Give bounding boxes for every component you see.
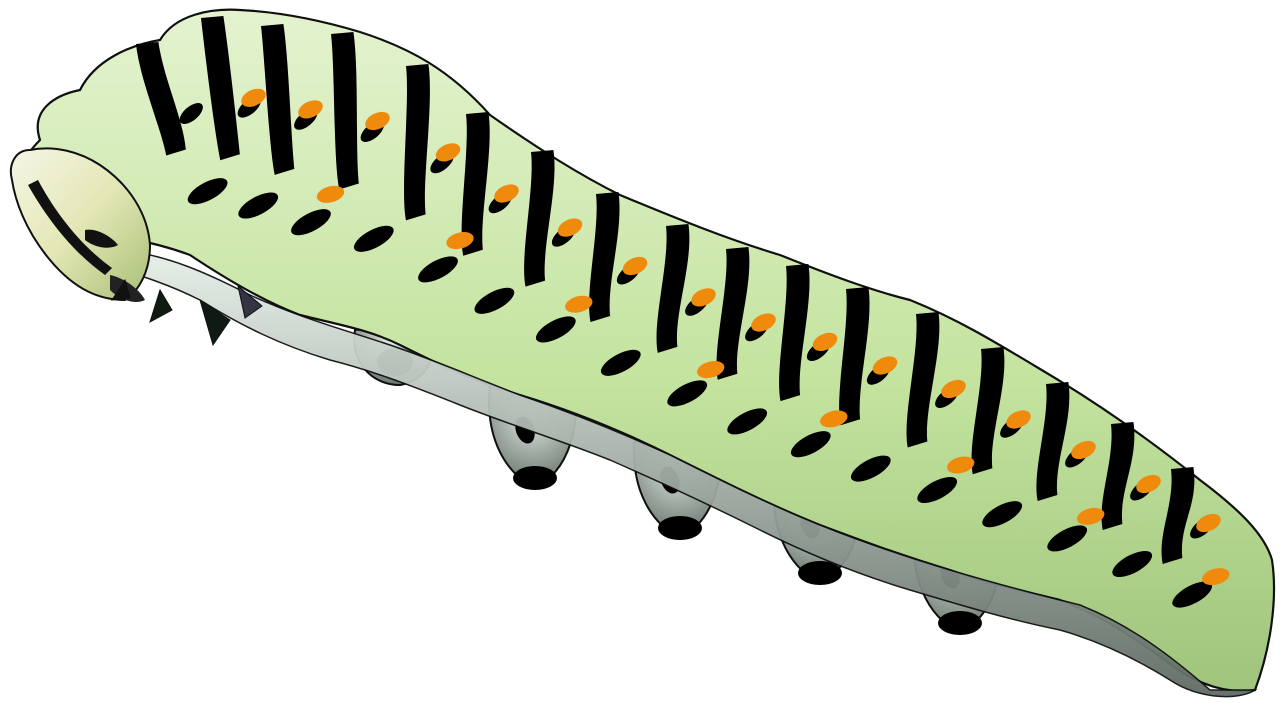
stripe-15 [1036,382,1070,501]
orange-spots-group [241,88,1230,586]
orange-spot-upper-5 [494,184,519,203]
lateral-blotch-15 [1047,525,1088,552]
lateral-blotch-1 [187,178,228,205]
proleg-foot-1 [513,466,557,490]
stripe-8 [589,192,620,322]
belly-band [119,249,1258,698]
orange-spot-lower-8 [697,361,725,379]
lateral-blotch-17 [1172,581,1213,608]
orange-spot-lower-4 [446,232,474,250]
lateral-blotch-8 [600,349,641,376]
orange-spot-upper-7 [622,256,648,276]
lateral-blotch-4 [353,225,394,252]
lateral-blotch-6 [474,287,515,314]
lateral-blotch-11 [790,431,831,458]
stripe-1 [136,42,186,156]
lateral-blotch-9 [667,380,708,407]
stripe-13 [906,312,940,448]
head-capsule [10,147,152,302]
proleg-foot-3 [798,561,842,585]
orange-spot-upper-10 [812,332,838,351]
orange-spot-upper-4 [435,143,461,162]
caterpillar-body [23,8,1276,698]
stripe-14 [971,347,1005,475]
body-silhouette [23,8,1276,692]
dorsal-dash-1 [179,103,203,124]
stripe-7 [524,150,555,287]
head-marking [28,180,112,275]
stripe-16 [1101,422,1135,530]
stripe-4 [331,32,359,190]
lateral-blotch-12 [850,455,891,482]
orange-spot-upper-14 [1071,440,1096,460]
orange-spot-upper-12 [941,379,966,399]
lateral-blotch-10 [727,408,768,435]
orange-spot-lower-6 [565,295,593,313]
lateral-blotch-13 [917,476,958,504]
orange-spot-lower-12 [947,456,975,474]
stripe-11 [779,264,810,402]
stripe-9 [656,224,690,353]
stripe-10 [716,247,750,380]
stripe-12 [839,287,870,426]
lateral-blotch-14 [982,501,1023,528]
stripe-5 [404,64,430,221]
lateral-blotch-3 [291,209,331,236]
proleg-foot-4 [938,611,982,635]
stripe-17 [1161,467,1195,564]
lateral-blotch-5 [418,256,458,283]
stripe-3 [261,24,295,175]
orange-spot-lower-14 [1077,507,1105,525]
orange-spot-lower-16 [1202,568,1230,586]
orange-spot-upper-15 [1136,474,1161,494]
proleg-foot-2 [658,516,702,540]
orange-spot-upper-11 [872,356,898,375]
orange-spot-upper-8 [691,288,716,307]
orange-spot-upper-9 [751,313,776,332]
orange-spot-upper-2 [298,100,323,119]
orange-spot-upper-16 [1196,513,1221,533]
true-legs [111,278,263,347]
orange-spot-lower-2 [316,185,345,203]
head-spot [85,229,118,248]
lateral-blotch-16 [1112,550,1153,578]
stripe-6 [461,112,490,256]
orange-spot-upper-13 [1006,410,1031,429]
lateral-blotch-2 [238,192,279,219]
orange-spot-upper-6 [557,218,583,237]
orange-spot-upper-3 [365,111,390,131]
stripe-2 [201,16,240,161]
lateral-blotch-7 [535,316,576,343]
orange-spot-upper-1 [241,88,266,107]
orange-spot-lower-10 [820,410,848,428]
